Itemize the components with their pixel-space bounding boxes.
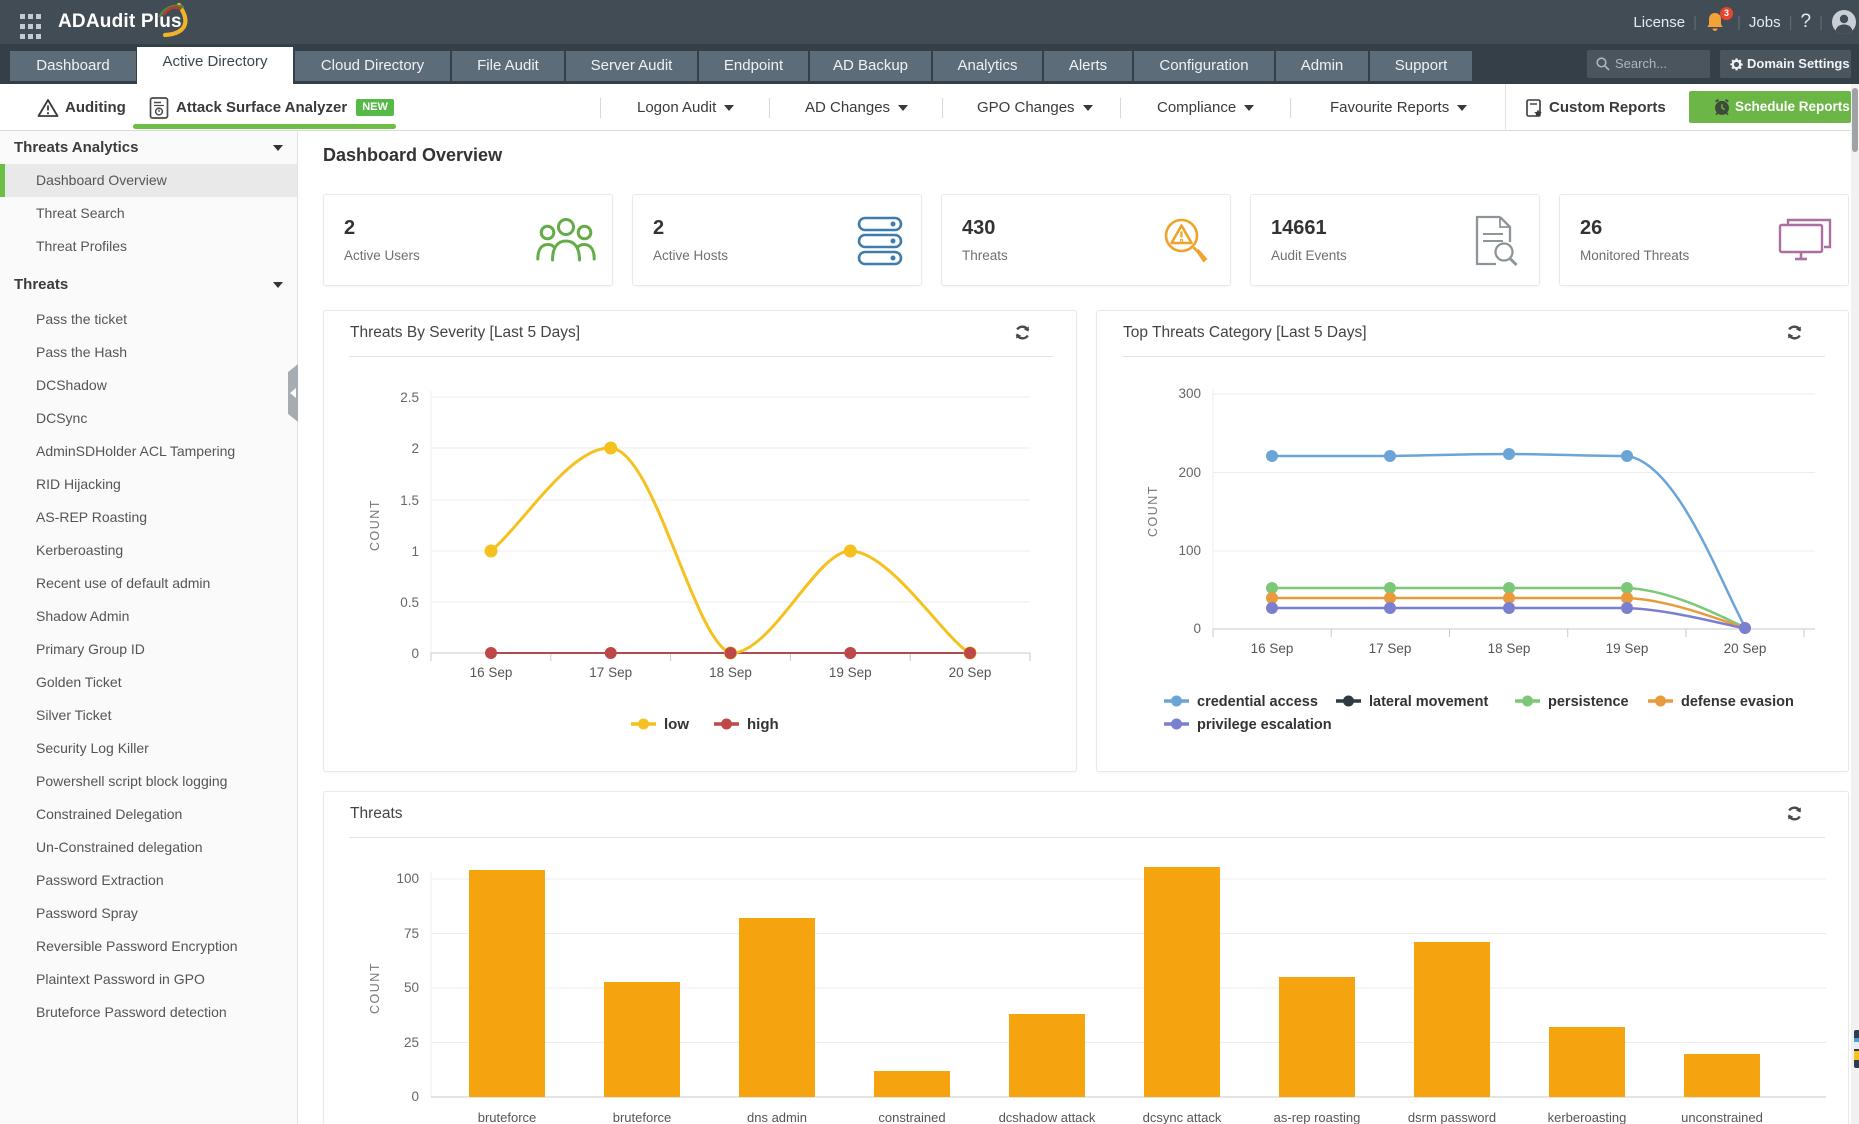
svg-text:dsrm password: dsrm password <box>1408 1110 1496 1124</box>
svg-text:COUNT: COUNT <box>368 962 382 1014</box>
svg-text:75: 75 <box>404 926 419 941</box>
svg-text:300: 300 <box>1178 386 1201 401</box>
svg-text:25: 25 <box>404 1035 419 1050</box>
svg-text:kerberoasting: kerberoasting <box>1548 1110 1627 1124</box>
svg-text:20 Sep: 20 Sep <box>1724 641 1767 656</box>
svg-text:high: high <box>747 716 779 733</box>
svg-text:defense evasion: defense evasion <box>1681 694 1794 710</box>
svg-text:2.5: 2.5 <box>400 390 419 405</box>
svg-text:19 Sep: 19 Sep <box>1606 641 1649 656</box>
svg-text:1.5: 1.5 <box>400 493 419 508</box>
svg-text:16 Sep: 16 Sep <box>1251 641 1294 656</box>
svg-text:dns admin: dns admin <box>747 1110 807 1124</box>
svg-text:persistence: persistence <box>1548 694 1629 710</box>
svg-text:100: 100 <box>396 871 419 886</box>
svg-text:20 Sep: 20 Sep <box>949 665 992 680</box>
svg-text:constrained: constrained <box>878 1110 945 1124</box>
svg-text:privilege escalation: privilege escalation <box>1197 717 1332 733</box>
svg-text:low: low <box>664 716 689 733</box>
svg-text:17 Sep: 17 Sep <box>1369 641 1412 656</box>
svg-text:1: 1 <box>411 544 419 559</box>
svg-text:0: 0 <box>1193 621 1201 636</box>
svg-text:16 Sep: 16 Sep <box>470 665 513 680</box>
svg-text:18 Sep: 18 Sep <box>709 665 752 680</box>
svg-text:200: 200 <box>1178 465 1201 480</box>
svg-text:credential access: credential access <box>1197 694 1318 710</box>
svg-text:dcshadow attack: dcshadow attack <box>999 1110 1096 1124</box>
svg-text:0: 0 <box>411 1089 419 1104</box>
svg-text:bruteforce: bruteforce <box>613 1110 672 1124</box>
svg-text:dcsync attack: dcsync attack <box>1143 1110 1222 1124</box>
svg-text:unconstrained: unconstrained <box>1681 1110 1763 1124</box>
svg-text:COUNT: COUNT <box>1146 485 1160 537</box>
svg-text:100: 100 <box>1178 543 1201 558</box>
svg-text:0.5: 0.5 <box>400 595 419 610</box>
svg-text:bruteforce: bruteforce <box>478 1110 537 1124</box>
svg-text:0: 0 <box>411 646 419 661</box>
svg-text:18 Sep: 18 Sep <box>1488 641 1531 656</box>
svg-text:50: 50 <box>404 980 419 995</box>
svg-text:lateral movement: lateral movement <box>1369 694 1488 710</box>
svg-text:as-rep roasting: as-rep roasting <box>1274 1110 1361 1124</box>
svg-text:2: 2 <box>411 441 419 456</box>
svg-text:17 Sep: 17 Sep <box>589 665 632 680</box>
svg-text:COUNT: COUNT <box>368 499 382 551</box>
svg-text:19 Sep: 19 Sep <box>829 665 872 680</box>
